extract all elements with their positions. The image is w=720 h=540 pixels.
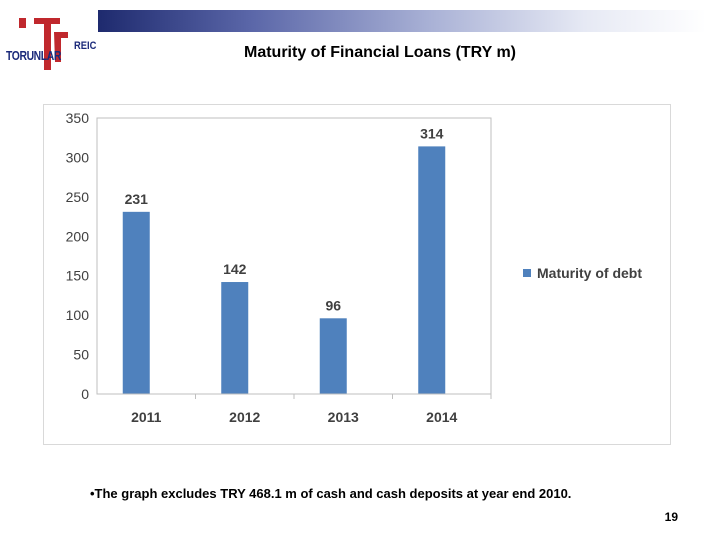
x-tick-label: 2012 [229,409,260,425]
bar [418,146,446,394]
chart-container: 0 50 100 150 200 250 300 350 2011 231 2012 142 2013 9… [43,104,671,445]
y-tick-label: 50 [73,347,89,363]
y-tick-label: 350 [66,110,90,126]
y-tick-label: 100 [66,307,90,323]
footnote: •The graph excludes TRY 468.1 m of cash … [90,486,572,501]
x-tick-label: 2011 [131,409,162,425]
y-tick-label: 200 [66,228,90,244]
bar [122,211,150,394]
y-tick-label: 250 [66,189,90,205]
legend-label: Maturity of debt [537,265,642,281]
page-number: 19 [664,510,678,524]
bar [319,318,347,394]
logo-suffix-text: REIC [74,40,97,52]
header-gradient-band [98,10,706,32]
y-tick-label: 0 [81,386,89,402]
data-label: 96 [325,297,341,313]
logo-name-text: TORUNLAR [6,48,61,63]
x-tick-label: 2013 [328,409,359,425]
bar [221,282,249,394]
data-label: 142 [223,261,247,277]
legend-swatch [523,269,531,277]
y-tick-label: 300 [66,149,90,165]
data-label: 231 [125,191,149,207]
slide-title: Maturity of Financial Loans (TRY m) [243,44,517,61]
x-tick-label: 2014 [426,409,457,425]
company-logo: TORUNLAR REIC [4,12,96,72]
bar-chart: 0 50 100 150 200 250 300 350 2011 231 2012 142 2013 9… [66,110,643,425]
data-label: 314 [420,125,444,141]
y-tick-label: 150 [66,268,90,284]
logo-mark-icon [19,18,68,70]
